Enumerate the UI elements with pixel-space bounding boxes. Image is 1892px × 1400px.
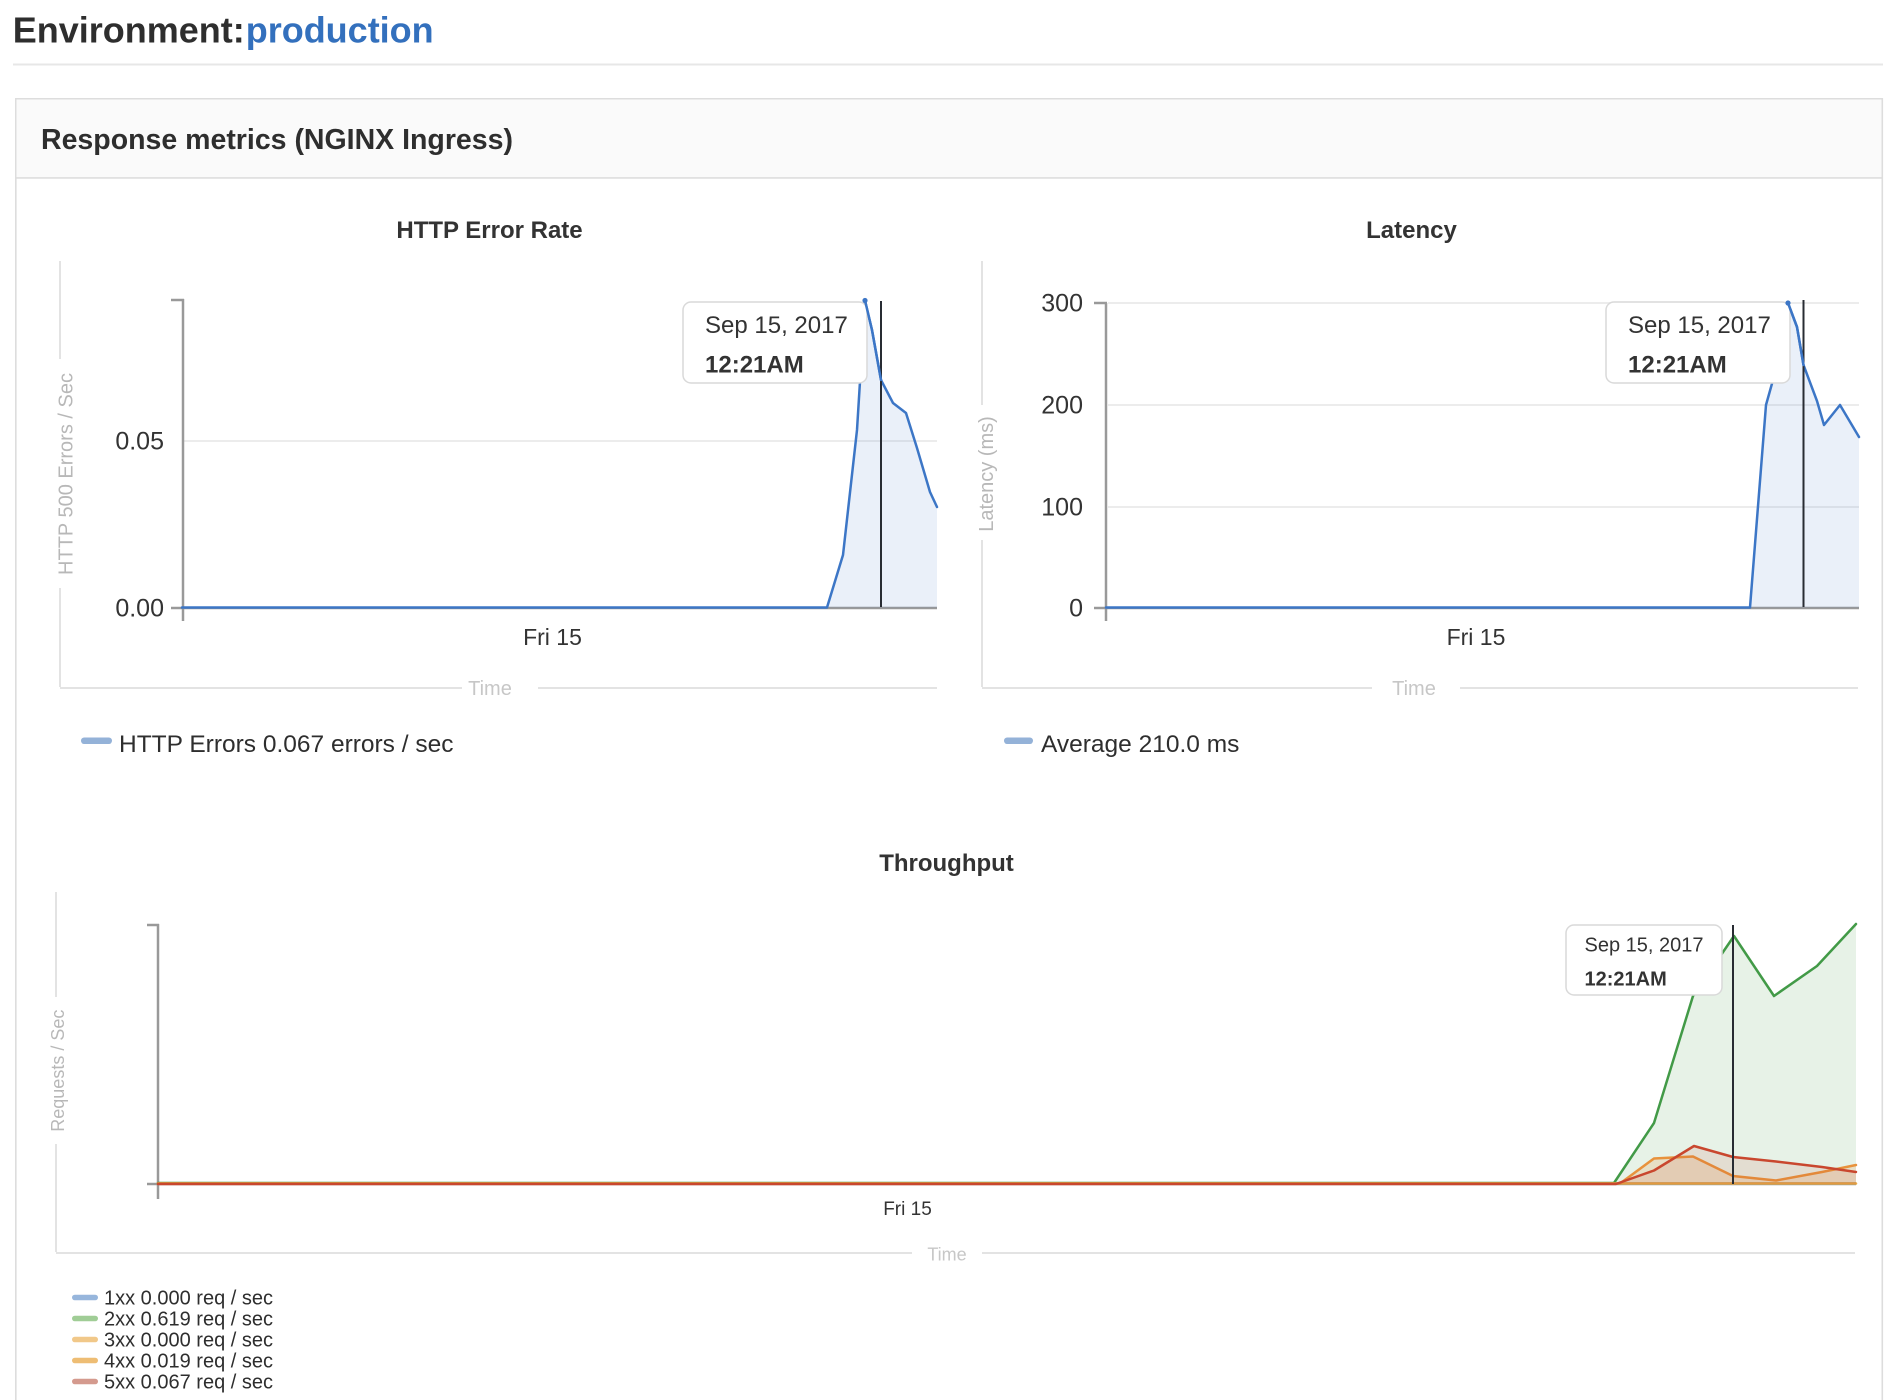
- svg-text:Sep 15, 2017: Sep 15, 2017: [1628, 312, 1771, 339]
- svg-text:Latency: Latency: [1366, 217, 1457, 244]
- svg-text:Sep 15, 2017: Sep 15, 2017: [1585, 935, 1704, 957]
- svg-text:12:21AM: 12:21AM: [1585, 969, 1667, 991]
- svg-text:Sep 15, 2017: Sep 15, 2017: [705, 312, 848, 339]
- svg-text:HTTP Errors 0.067 errors / sec: HTTP Errors 0.067 errors / sec: [119, 731, 453, 758]
- svg-text:0.05: 0.05: [115, 428, 164, 456]
- svg-text:1xx 0.000 req / sec: 1xx 0.000 req / sec: [104, 1288, 273, 1310]
- svg-text:Average 210.0 ms: Average 210.0 ms: [1041, 731, 1239, 758]
- svg-text:100: 100: [1041, 494, 1083, 522]
- svg-text:12:21AM: 12:21AM: [1628, 352, 1727, 379]
- svg-text:HTTP 500 Errors / Sec: HTTP 500 Errors / Sec: [56, 373, 78, 575]
- svg-text:5xx 0.067 req / sec: 5xx 0.067 req / sec: [104, 1372, 273, 1394]
- svg-text:0.00: 0.00: [115, 595, 164, 623]
- svg-text:4xx 0.019 req / sec: 4xx 0.019 req / sec: [104, 1351, 273, 1373]
- svg-text:Fri 15: Fri 15: [1447, 624, 1506, 650]
- svg-text:200: 200: [1041, 392, 1083, 420]
- svg-text:Requests / Sec: Requests / Sec: [48, 1010, 68, 1132]
- svg-text:HTTP Error Rate: HTTP Error Rate: [396, 217, 582, 244]
- svg-text:Time: Time: [468, 678, 512, 700]
- svg-text:Response metrics (NGINX Ingres: Response metrics (NGINX Ingress): [41, 124, 513, 156]
- svg-text:2xx 0.619 req / sec: 2xx 0.619 req / sec: [104, 1309, 273, 1331]
- svg-text:Latency (ms): Latency (ms): [976, 416, 998, 532]
- svg-text:300: 300: [1041, 290, 1083, 318]
- svg-text:3xx 0.000 req / sec: 3xx 0.000 req / sec: [104, 1330, 273, 1352]
- svg-text:Time: Time: [1392, 678, 1436, 700]
- svg-text:0: 0: [1069, 595, 1083, 623]
- svg-text:Throughput: Throughput: [879, 850, 1014, 877]
- svg-text:Time: Time: [927, 1245, 966, 1265]
- svg-text:Fri 15: Fri 15: [883, 1199, 932, 1220]
- svg-text:12:21AM: 12:21AM: [705, 352, 804, 379]
- svg-text:Fri 15: Fri 15: [523, 624, 582, 650]
- svg-text:Environment: production: Environment: production: [13, 10, 434, 51]
